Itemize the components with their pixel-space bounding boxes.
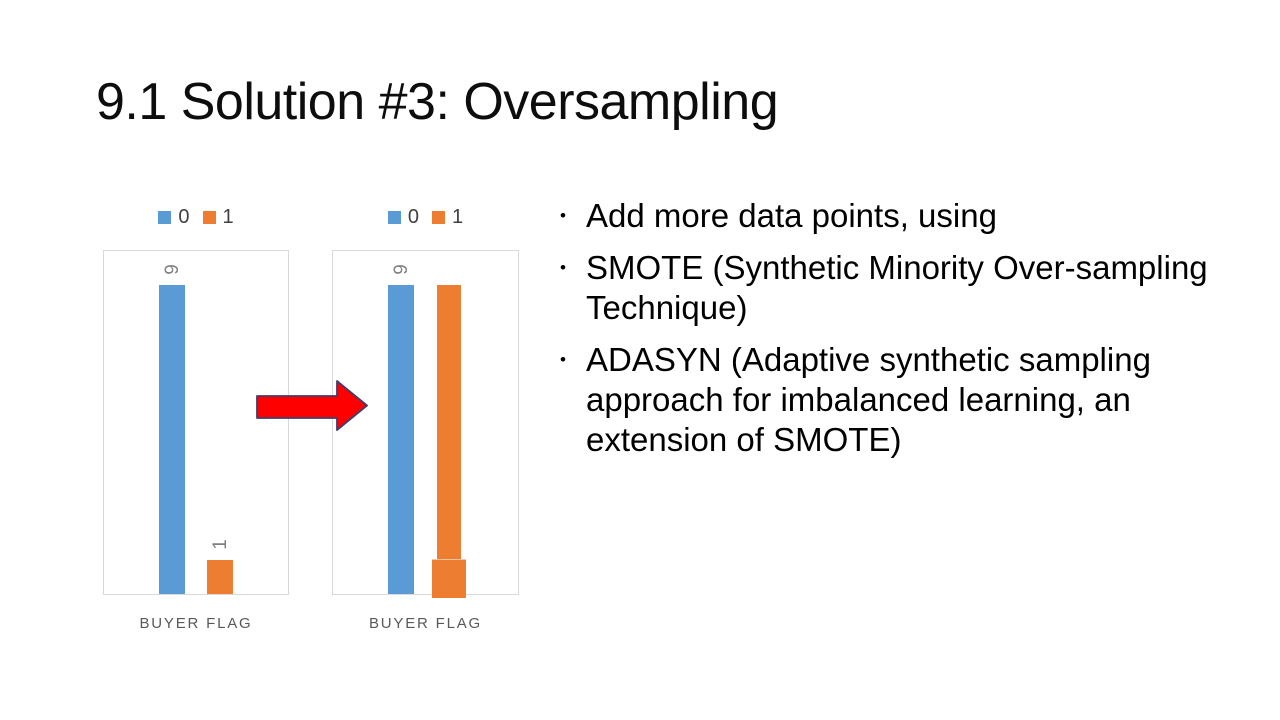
bullet-text: SMOTE (Synthetic Minority Over-sampling … [586, 249, 1208, 326]
x-axis-label-before: BUYER FLAG [139, 615, 253, 632]
bar-majority-before [159, 285, 185, 594]
legend-item-1: 1 [202, 206, 234, 228]
legend-swatch-blue-icon [158, 210, 172, 224]
bullet-marker: • [560, 258, 566, 277]
legend-after: 0 1 [332, 204, 519, 230]
bar-majority-after [388, 285, 414, 594]
bullet-item: • ADASYN (Adaptive synthetic sampling ap… [557, 340, 1257, 460]
right-arrow-icon [256, 380, 368, 431]
bullet-list: • Add more data points, using • SMOTE (S… [557, 196, 1257, 472]
bullet-item: • Add more data points, using [557, 196, 1257, 236]
legend-before: 0 1 [103, 204, 289, 230]
bar-minority-after [432, 285, 466, 598]
bar-data-label: 9 [390, 263, 412, 275]
legend-item-1: 1 [432, 207, 463, 227]
bar-group-minority-before: 1 [207, 533, 233, 594]
legend-label-1: 1 [222, 206, 234, 228]
legend-swatch-orange-icon [432, 210, 445, 224]
slide-title: 9.1 Solution #3: Oversampling [96, 73, 779, 131]
plot-area-before: 9 1 [103, 250, 289, 595]
bullet-item: • SMOTE (Synthetic Minority Over-samplin… [557, 248, 1257, 328]
legend-label-1: 1 [452, 206, 464, 228]
legend-swatch-blue-icon [387, 210, 401, 224]
x-axis-label-after: BUYER FLAG [368, 615, 483, 632]
bullet-text: Add more data points, using [586, 197, 997, 234]
bar-group-minority-after [432, 285, 466, 598]
bar-minority-before [207, 560, 233, 594]
plot-area-after: 9 [332, 250, 519, 598]
bar-group-majority-before: 9 [159, 258, 185, 594]
legend-item-0: 0 [158, 206, 190, 228]
bullet-marker: • [560, 350, 566, 369]
bullet-text: ADASYN (Adaptive synthetic sampling appr… [586, 341, 1151, 458]
legend-label-0: 0 [407, 206, 419, 228]
bar-data-label: 9 [161, 263, 183, 275]
bar-group-majority-after: 9 [388, 258, 414, 594]
bar-data-label: 1 [209, 538, 231, 550]
bullet-marker: • [560, 206, 566, 225]
legend-swatch-orange-icon [202, 210, 216, 224]
legend-item-0: 0 [387, 206, 419, 228]
original-minority-bar [432, 559, 466, 598]
legend-label-0: 0 [178, 206, 190, 228]
